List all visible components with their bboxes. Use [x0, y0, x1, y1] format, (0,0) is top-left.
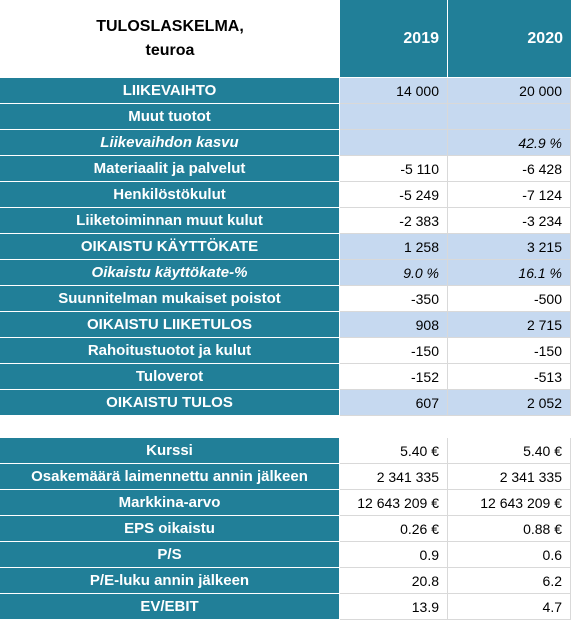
cell-value: 0.88 € — [448, 516, 571, 542]
row-label: Kurssi — [0, 438, 340, 464]
cell-value: 4.7 — [448, 594, 571, 620]
cell-value: -5 110 — [340, 156, 448, 182]
title-line: TULOSLASKELMA, — [96, 18, 244, 35]
cell-value: -7 124 — [448, 182, 571, 208]
row-label: OIKAISTU KÄYTTÖKATE — [0, 234, 340, 260]
cell-value: 12 643 209 € — [448, 490, 571, 516]
row-label: Suunnitelman mukaiset poistot — [0, 286, 340, 312]
row-label: EPS oikaistu — [0, 516, 340, 542]
cell-value: 5.40 € — [340, 438, 448, 464]
row-label: Liikevaihdon kasvu — [0, 130, 340, 156]
cell-value: 2 715 — [448, 312, 571, 338]
row-label: Tuloverot — [0, 364, 340, 390]
row-label: OIKAISTU LIIKETULOS — [0, 312, 340, 338]
cell-value: 16.1 % — [448, 260, 571, 286]
cell-value: 0.6 — [448, 542, 571, 568]
row-label: Muut tuotot — [0, 104, 340, 130]
cell-value: 13.9 — [340, 594, 448, 620]
row-label: Markkina-arvo — [0, 490, 340, 516]
cell-value: 607 — [340, 390, 448, 416]
cell-value: -150 — [448, 338, 571, 364]
cell-value: 3 215 — [448, 234, 571, 260]
cell-value: 2 341 335 — [448, 464, 571, 490]
row-label: LIIKEVAIHTO — [0, 78, 340, 104]
cell-value: -500 — [448, 286, 571, 312]
cell-value: -6 428 — [448, 156, 571, 182]
cell-value: 2 341 335 — [340, 464, 448, 490]
cell-value: -5 249 — [340, 182, 448, 208]
cell-value: -2 383 — [340, 208, 448, 234]
cell-value: 1 258 — [340, 234, 448, 260]
cell-value: 20 000 — [448, 78, 571, 104]
cell-value: 908 — [340, 312, 448, 338]
title-line: teuroa — [145, 42, 195, 59]
cell-value: 9.0 % — [340, 260, 448, 286]
year-header: 2020 — [448, 0, 571, 78]
cell-value: -3 234 — [448, 208, 571, 234]
year-header: 2019 — [340, 0, 448, 78]
cell-value: 14 000 — [340, 78, 448, 104]
cell-value — [448, 104, 571, 130]
cell-value: -152 — [340, 364, 448, 390]
cell-value: 2 052 — [448, 390, 571, 416]
header-title: TULOSLASKELMA, teuroa — [0, 0, 340, 78]
cell-value: 12 643 209 € — [340, 490, 448, 516]
cell-value: 0.26 € — [340, 516, 448, 542]
cell-value: -513 — [448, 364, 571, 390]
cell-value: 0.9 — [340, 542, 448, 568]
cell-value: 6.2 — [448, 568, 571, 594]
row-label: EV/EBIT — [0, 594, 340, 620]
row-label: Rahoitustuotot ja kulut — [0, 338, 340, 364]
row-label: Oikaistu käyttökate-% — [0, 260, 340, 286]
row-label: Henkilöstökulut — [0, 182, 340, 208]
cell-value — [340, 130, 448, 156]
row-label: P/S — [0, 542, 340, 568]
row-label: Osakemäärä laimennettu annin jälkeen — [0, 464, 340, 490]
cell-value: 42.9 % — [448, 130, 571, 156]
cell-value — [340, 104, 448, 130]
cell-value: -350 — [340, 286, 448, 312]
row-label: P/E-luku annin jälkeen — [0, 568, 340, 594]
row-label: OIKAISTU TULOS — [0, 390, 340, 416]
cell-value: 20.8 — [340, 568, 448, 594]
row-label: Liiketoiminnan muut kulut — [0, 208, 340, 234]
cell-value: -150 — [340, 338, 448, 364]
cell-value: 5.40 € — [448, 438, 571, 464]
row-label: Materiaalit ja palvelut — [0, 156, 340, 182]
